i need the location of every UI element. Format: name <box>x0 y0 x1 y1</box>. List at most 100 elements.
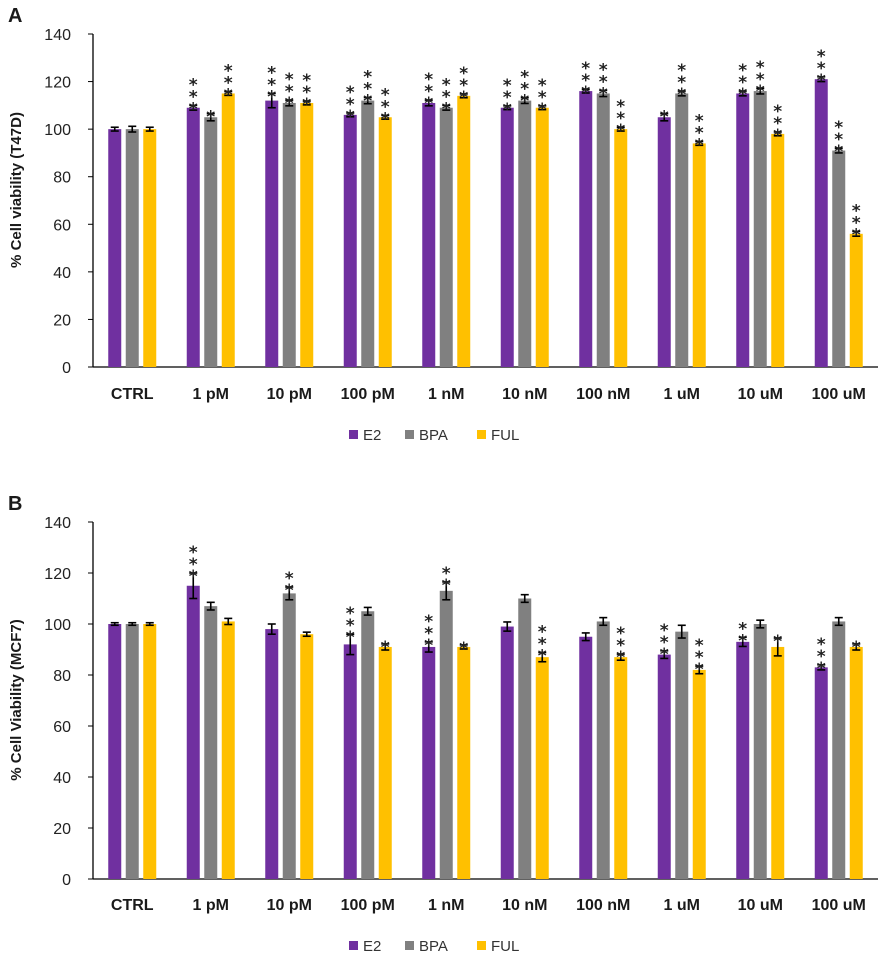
panel-a-star: * <box>442 87 451 107</box>
panel-b-bar-ful-100-um <box>849 646 863 879</box>
panel-a-star: * <box>285 82 294 102</box>
panel-a-bar-bpa-100-pm <box>361 100 375 367</box>
panel-a-significance-ful-10-pm: *** <box>302 71 311 115</box>
panel-a-star: * <box>677 85 686 105</box>
panel-b-bar-ful-10-um <box>771 646 785 879</box>
panel-b-y-tick-label: 100 <box>44 617 71 634</box>
panel-a-significance-e2-1-pm: *** <box>189 75 198 119</box>
panel-b-error-bar-ful-1-pm <box>224 617 233 626</box>
panel-b-star: * <box>538 623 547 643</box>
panel-b-bar-e2-1-um <box>657 654 671 879</box>
panel-b-bar-e2-10-um <box>736 641 750 879</box>
panel-a-x-tick-label-100-nm: 100 nM <box>576 386 630 403</box>
panel-a-error-bar-e2-100-um <box>817 76 826 83</box>
panel-a-star: * <box>520 92 529 112</box>
panel-b-bar-e2-10-pm <box>265 629 279 879</box>
panel-b-star: * <box>660 621 669 641</box>
panel-a-bar-bpa-100-um <box>832 150 846 367</box>
panel-b-y-tick-label: 120 <box>44 566 71 583</box>
panel-a-x-tick-label-10-pm: 10 pM <box>267 386 312 403</box>
panel-b-error-bar-ful-100-pm <box>381 643 390 651</box>
panel-b-bar-e2-100-pm <box>343 644 357 879</box>
panel-a-error-bar-ful-100-um <box>852 230 861 237</box>
panel-b-significance-e2-100-um: *** <box>817 635 826 679</box>
panel-a-legend-swatch-ful <box>477 430 486 439</box>
panel-a-star: * <box>677 73 686 93</box>
panel-b-star: * <box>285 581 294 601</box>
panel-b-star: * <box>424 636 433 656</box>
panel-b-error-bar-bpa-10-um <box>756 619 765 629</box>
panel-a-error-bar-bpa-100-um <box>834 147 843 154</box>
panel-a-bar-bpa-1-pm <box>204 117 218 367</box>
panel-a-error-bar-e2-ctrl <box>110 126 119 132</box>
panel-a-star: * <box>503 88 512 108</box>
panel-a-star: * <box>285 94 294 114</box>
panel-a-star: * <box>773 114 782 134</box>
panel-a-star: * <box>817 47 826 67</box>
panel-a-bar-e2-100-nm <box>579 91 593 367</box>
panel-b-significance-e2-100-pm: *** <box>346 604 355 648</box>
panel-a-bar-bpa-10-pm <box>282 102 296 367</box>
panel-b-error-bar-e2-ctrl <box>110 621 119 627</box>
panel-a-significance-ful-1-pm: *** <box>224 62 233 106</box>
panel-b-error-bar-bpa-ctrl <box>128 621 137 627</box>
panel-a-error-bar-ful-1-nm <box>459 93 468 99</box>
panel-b-significance-bpa-10-pm: ** <box>285 569 294 601</box>
panel-b-star: * <box>346 628 355 648</box>
panel-b-error-bar-e2-100-um <box>817 663 826 671</box>
panel-a-star: * <box>660 108 669 128</box>
panel-b-significance-ful-100-pm: * <box>381 638 390 658</box>
panel-b-star: * <box>616 648 625 668</box>
panel-a-bar-bpa-ctrl <box>125 129 139 367</box>
panel-a-significance-ful-1-nm: *** <box>459 64 468 108</box>
panel-a-error-bar-e2-1-um <box>660 112 669 122</box>
panel-a-bar-ful-1-nm <box>457 95 471 367</box>
panel-a-legend-swatch-e2 <box>349 430 358 439</box>
panel-a-star: * <box>616 109 625 129</box>
panel-a-star: * <box>442 75 451 95</box>
panel-a-error-bar-bpa-10-um <box>756 87 765 95</box>
panel-a-error-bar-bpa-1-pm <box>206 112 215 122</box>
panel-a-error-bar-e2-1-pm <box>189 104 198 111</box>
panel-b-legend-label-e2: E2 <box>363 938 381 955</box>
panel-b-significance-ful-100-um: * <box>852 638 861 658</box>
panel-b-star: * <box>773 632 782 652</box>
panel-b-y-tick-label: 40 <box>53 770 71 787</box>
panel-a-bar-e2-10-um <box>736 93 750 367</box>
panel-b-legend-swatch-e2 <box>349 941 358 950</box>
panel-a-star: * <box>695 124 704 144</box>
panel-b-y-tick-label: 60 <box>53 719 71 736</box>
panel-b-legend-swatch-bpa <box>405 941 414 950</box>
panel-b-significance-e2-10-um: ** <box>738 619 747 651</box>
panel-a-star: * <box>442 99 451 119</box>
panel-b-bar-ful-10-pm <box>300 634 314 879</box>
panel-a-star: * <box>381 97 390 117</box>
panel-a-bar-ful-10-pm <box>300 102 314 367</box>
panel-b-x-tick-label-1-nm: 1 nM <box>428 897 464 914</box>
panel-b-error-bar-e2-1-pm <box>189 572 198 600</box>
panel-b-error-bar-bpa-10-nm <box>520 593 529 604</box>
panel-a-error-bar-bpa-100-nm <box>599 89 608 98</box>
panel-b-significance-ful-100-nm: *** <box>616 624 625 668</box>
panel-a-star: * <box>599 60 608 80</box>
panel-a-star: * <box>756 58 765 78</box>
panel-a-legend-label-ful: FUL <box>491 427 519 444</box>
panel-a-significance-bpa-1-um: *** <box>677 61 686 105</box>
panel-a-label: A <box>8 5 22 27</box>
panel-b-bar-ful-1-pm <box>221 621 235 879</box>
panel-a-legend-label-e2: E2 <box>363 427 381 444</box>
panel-a-bar-ful-100-um <box>849 233 863 367</box>
panel-b-star: * <box>189 567 198 587</box>
panel-b-star: * <box>660 633 669 653</box>
panel-b-bar-e2-100-um <box>814 667 828 879</box>
panel-b-bar-e2-100-nm <box>579 636 593 879</box>
panel-b-star: * <box>346 604 355 624</box>
panel-a-error-bar-e2-10-um <box>738 90 747 97</box>
panel-b: B % Cell Viability (MCF7) 0 20 40 60 80 100 12… <box>8 493 878 955</box>
panel-a-star: * <box>189 99 198 119</box>
panel-a-x-tick-label-10-nm: 10 nM <box>502 386 547 403</box>
panel-a-y-tick-label: 60 <box>53 217 71 234</box>
panel-b-x-tick-label-1-pm: 1 pM <box>193 897 229 914</box>
